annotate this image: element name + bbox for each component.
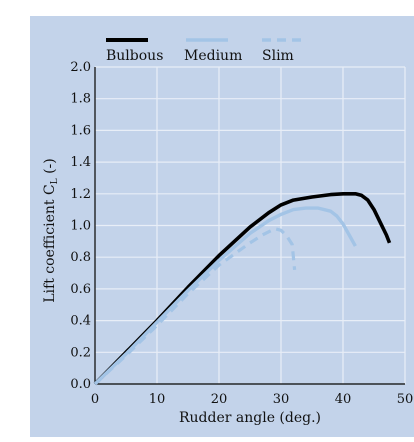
series-layer — [93, 192, 392, 386]
grid — [94, 66, 406, 385]
y-tick-label-5: 1.0 — [70, 219, 91, 234]
x-tick-label-2: 20 — [211, 392, 228, 407]
x-tick-label-0: 0 — [91, 392, 99, 407]
series-line-slim — [93, 227, 297, 386]
x-tick-label-3: 30 — [273, 392, 290, 407]
y-axis-title-main: Lift coefficient C — [42, 184, 58, 302]
y-tick-label-1: 0.2 — [70, 345, 91, 360]
y-axis-title-suffix: (-) — [42, 158, 58, 178]
y-tick-label-4: 0.8 — [70, 250, 91, 265]
chart-background — [30, 16, 414, 437]
series-line-medium — [93, 206, 357, 386]
y-tick-label-0: 0.0 — [70, 377, 91, 392]
legend-label-bulbous: Bulbous — [106, 48, 163, 64]
y-tick-label-10: 2.0 — [70, 60, 91, 75]
y-tick-label-6: 1.2 — [70, 187, 91, 202]
legend-label-slim: Slim — [262, 48, 294, 64]
y-tick-label-3: 0.6 — [70, 282, 91, 297]
legend-label-medium: Medium — [184, 48, 242, 64]
axes — [94, 67, 405, 385]
chart-svg: Bulbous Medium Slim 0.0 0.2 0.4 0.6 0.8 1.0 1.2 1… — [30, 16, 414, 437]
x-axis-title: Rudder angle (deg.) — [179, 410, 321, 426]
x-tick-label-5: 50 — [397, 392, 414, 407]
y-axis-title-subscript: L — [50, 178, 60, 184]
tick-labels: 0.0 0.2 0.4 0.6 0.8 1.0 1.2 1.4 1.6 1.8 2.0 0 10 20 30… — [70, 60, 413, 407]
y-tick-label-7: 1.4 — [70, 155, 91, 170]
lift-coefficient-chart: Bulbous Medium Slim 0.0 0.2 0.4 0.6 0.8 1.0 1.2 1… — [30, 16, 414, 437]
x-tick-label-1: 10 — [149, 392, 166, 407]
x-tick-label-4: 40 — [335, 392, 352, 407]
y-tick-label-9: 1.8 — [70, 92, 91, 107]
legend: Bulbous Medium Slim — [106, 38, 304, 64]
series-line-bulbous — [93, 192, 392, 386]
y-axis-title: Lift coefficient CL (-) — [42, 158, 60, 303]
y-tick-label-2: 0.4 — [70, 314, 91, 329]
y-tick-label-8: 1.6 — [70, 123, 91, 138]
